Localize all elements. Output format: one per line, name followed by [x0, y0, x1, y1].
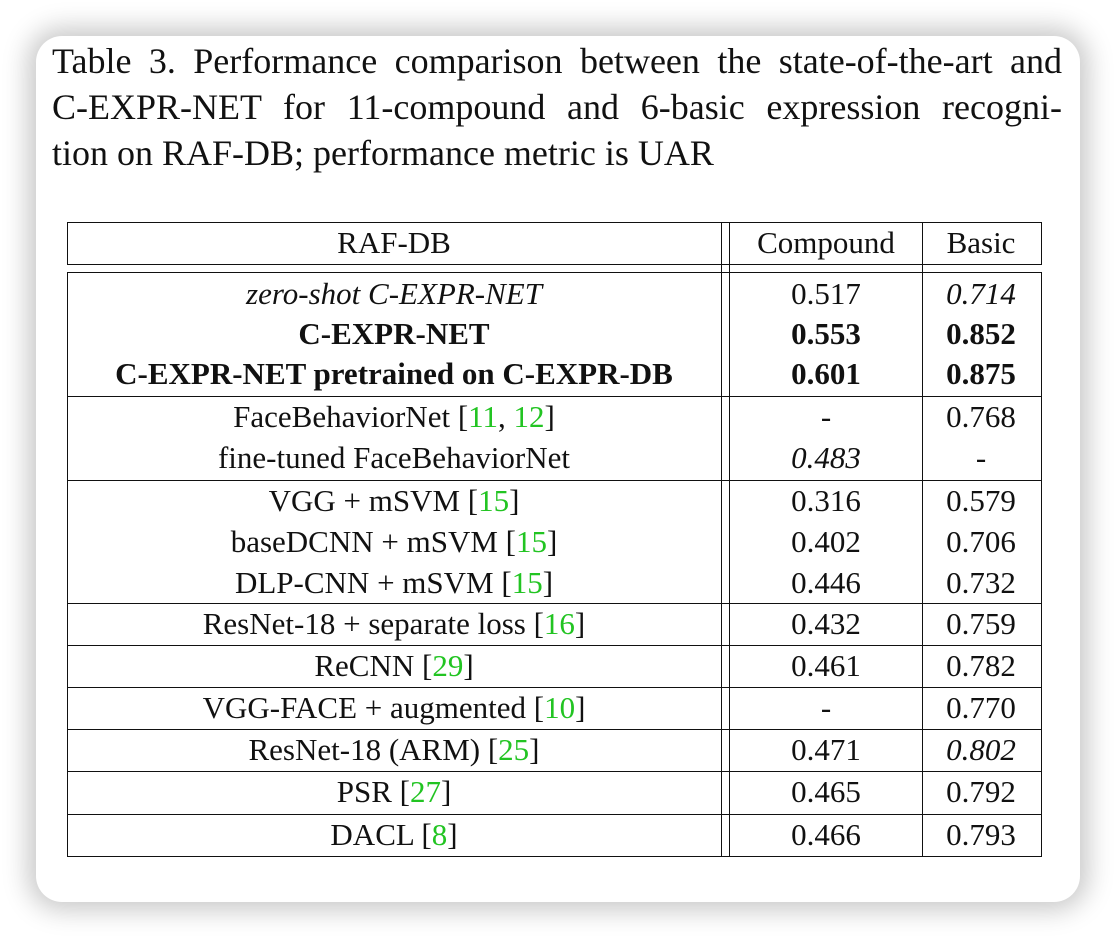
compound-cell: 0.553	[791, 316, 861, 351]
table-row: DACL [8] 0.466 0.793	[67, 814, 1042, 855]
header-block	[67, 222, 1042, 265]
method-cell: fine-tuned FaceBehaviorNet	[217, 440, 571, 475]
body-block	[67, 272, 1042, 857]
method-cell: ResNet-18 + separate loss [16]	[202, 606, 586, 641]
table-row: ResNet-18 + separate loss [16] 0.432 0.7…	[67, 603, 1042, 644]
basic-cell: 0.706	[946, 524, 1016, 559]
compound-cell: 0.471	[791, 732, 861, 767]
method-name: VGG + mSVM [	[268, 483, 479, 518]
table-row: ResNet-18 (ARM) [25] 0.471 0.802	[67, 729, 1042, 770]
compound-cell: 0.466	[791, 817, 861, 852]
basic-cell: 0.759	[946, 606, 1016, 641]
basic-cell: 0.714	[946, 276, 1016, 311]
citation-link[interactable]: 12	[513, 399, 545, 434]
method-cell: PSR [27]	[336, 774, 452, 809]
basic-cell: 0.768	[946, 399, 1016, 434]
compound-cell: 0.316	[791, 483, 861, 518]
citation-link[interactable]: 15	[515, 524, 547, 559]
method-name: ResNet-18 + separate loss [	[202, 606, 544, 641]
table-row: baseDCNN + mSVM [15] 0.402 0.706	[67, 521, 1042, 562]
basic-cell: 0.770	[946, 690, 1016, 725]
group-divider	[67, 603, 1042, 604]
table-row: zero-shot C-EXPR-NET 0.517 0.714	[67, 273, 1042, 314]
citation-link[interactable]: 10	[544, 690, 576, 725]
compound-cell: 0.601	[791, 356, 861, 391]
basic-cell: 0.852	[946, 316, 1016, 351]
compound-cell: 0.446	[791, 565, 861, 600]
compound-cell: -	[820, 399, 832, 434]
basic-cell: 0.782	[946, 648, 1016, 683]
group-divider	[67, 645, 1042, 646]
method-name: VGG-FACE + augmented [	[202, 690, 545, 725]
col-divider-left-b	[729, 222, 730, 857]
citation-link[interactable]: 15	[478, 483, 510, 518]
method-cell: VGG-FACE + augmented [10]	[202, 690, 586, 725]
table-row: FaceBehaviorNet [11, 12] - 0.768	[67, 396, 1042, 437]
header-basic: Basic	[946, 225, 1016, 260]
method-name: DLP-CNN + mSVM [	[234, 565, 512, 600]
citation-link[interactable]: 16	[543, 606, 575, 641]
basic-cell: 0.802	[946, 732, 1016, 767]
method-cell: DLP-CNN + mSVM [15]	[234, 565, 554, 600]
basic-cell: -	[975, 440, 987, 475]
method-cell: DACL [8]	[330, 817, 458, 852]
method-cell: C-EXPR-NET	[298, 316, 490, 351]
basic-cell: 0.732	[946, 565, 1016, 600]
method-cell: ReCNN [29]	[314, 648, 474, 683]
method-cell: FaceBehaviorNet [11, 12]	[233, 399, 555, 434]
method-cell: zero-shot C-EXPR-NET	[246, 276, 542, 311]
basic-cell: 0.793	[946, 817, 1016, 852]
compound-cell: -	[820, 690, 832, 725]
table-row: ReCNN [29] 0.461 0.782	[67, 645, 1042, 686]
basic-cell: 0.792	[946, 774, 1016, 809]
col-divider-left-a	[721, 222, 722, 857]
table-caption: Table 3. Performance comparison between …	[52, 38, 1062, 176]
group-divider	[67, 480, 1042, 481]
table-row: VGG + mSVM [15] 0.316 0.579	[67, 480, 1042, 521]
caption-line-2: C-EXPR-NET for 11-compound and 6-basic e…	[52, 87, 1062, 127]
group-divider	[67, 687, 1042, 688]
header-dataset: RAF-DB	[337, 225, 451, 260]
table-row: DLP-CNN + mSVM [15] 0.446 0.732	[67, 562, 1042, 603]
method-name: DACL [	[330, 817, 432, 852]
citation-link[interactable]: 25	[498, 732, 530, 767]
table-row: PSR [27] 0.465 0.792	[67, 771, 1042, 812]
group-divider	[67, 771, 1042, 772]
table-row: C-EXPR-NET pretrained on C-EXPR-DB 0.601…	[67, 353, 1042, 394]
caption-line-1: Table 3. Performance comparison between …	[52, 41, 1062, 81]
compound-cell: 0.517	[791, 276, 861, 311]
citation-link[interactable]: 15	[511, 565, 543, 600]
compound-cell: 0.465	[791, 774, 861, 809]
table-row: fine-tuned FaceBehaviorNet 0.483 -	[67, 437, 1042, 478]
table-row: C-EXPR-NET 0.553 0.852	[67, 313, 1042, 354]
header-row: RAF-DB Compound Basic	[67, 222, 1042, 263]
compound-cell: 0.432	[791, 606, 861, 641]
citation-link[interactable]: 11	[468, 399, 498, 434]
compound-cell: 0.461	[791, 648, 861, 683]
method-name: baseDCNN + mSVM [	[230, 524, 516, 559]
method-name: FaceBehaviorNet [	[233, 399, 469, 434]
method-name: ResNet-18 (ARM) [	[248, 732, 499, 767]
basic-cell: 0.875	[946, 356, 1016, 391]
compound-cell: 0.402	[791, 524, 861, 559]
citation-link[interactable]: 27	[409, 774, 441, 809]
method-cell: baseDCNN + mSVM [15]	[230, 524, 558, 559]
compound-cell: 0.483	[791, 440, 861, 475]
caption-line-3: tion on RAF-DB; performance metric is UA…	[52, 133, 714, 173]
basic-cell: 0.579	[946, 483, 1016, 518]
method-name: PSR [	[336, 774, 410, 809]
table-card	[36, 36, 1080, 902]
header-compound: Compound	[757, 225, 895, 260]
group-divider	[67, 729, 1042, 730]
table-row: VGG-FACE + augmented [10] - 0.770	[67, 687, 1042, 728]
method-cell: ResNet-18 (ARM) [25]	[248, 732, 540, 767]
method-name: ReCNN [	[314, 648, 433, 683]
group-divider	[67, 396, 1042, 397]
method-cell: VGG + mSVM [15]	[268, 483, 520, 518]
col-divider-right	[922, 222, 923, 857]
citation-link[interactable]: 29	[432, 648, 464, 683]
group-divider	[67, 814, 1042, 815]
citation-link[interactable]: 8	[431, 817, 448, 852]
method-cell: C-EXPR-NET pretrained on C-EXPR-DB	[115, 356, 673, 391]
